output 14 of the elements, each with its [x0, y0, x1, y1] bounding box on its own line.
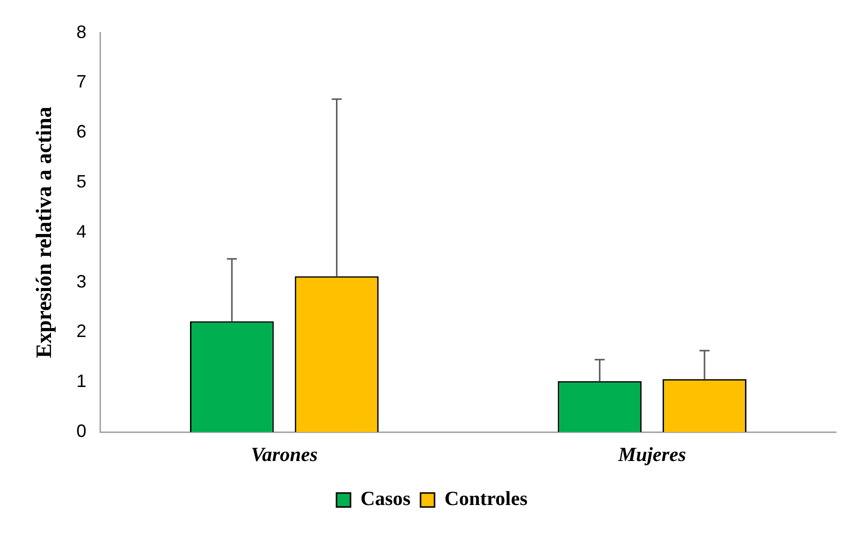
y-tick-label: 3 [76, 271, 86, 292]
y-tick-label: 7 [76, 72, 86, 92]
legend-label: Casos [360, 488, 411, 510]
y-tick-label: 5 [76, 171, 86, 192]
y-tick-label: 1 [76, 371, 86, 392]
y-axis-title: Expresión relativa a actina [30, 106, 56, 358]
y-tick-label: 6 [76, 122, 86, 142]
x-tick-label: Mujeres [617, 444, 686, 466]
y-tick-label: 0 [76, 420, 86, 441]
y-tick-label: 2 [76, 321, 86, 342]
legend-label: Controles [444, 488, 528, 510]
y-tick-label: 4 [76, 221, 86, 242]
x-tick-label: Varones [250, 444, 318, 466]
y-tick-label: 8 [76, 22, 86, 42]
